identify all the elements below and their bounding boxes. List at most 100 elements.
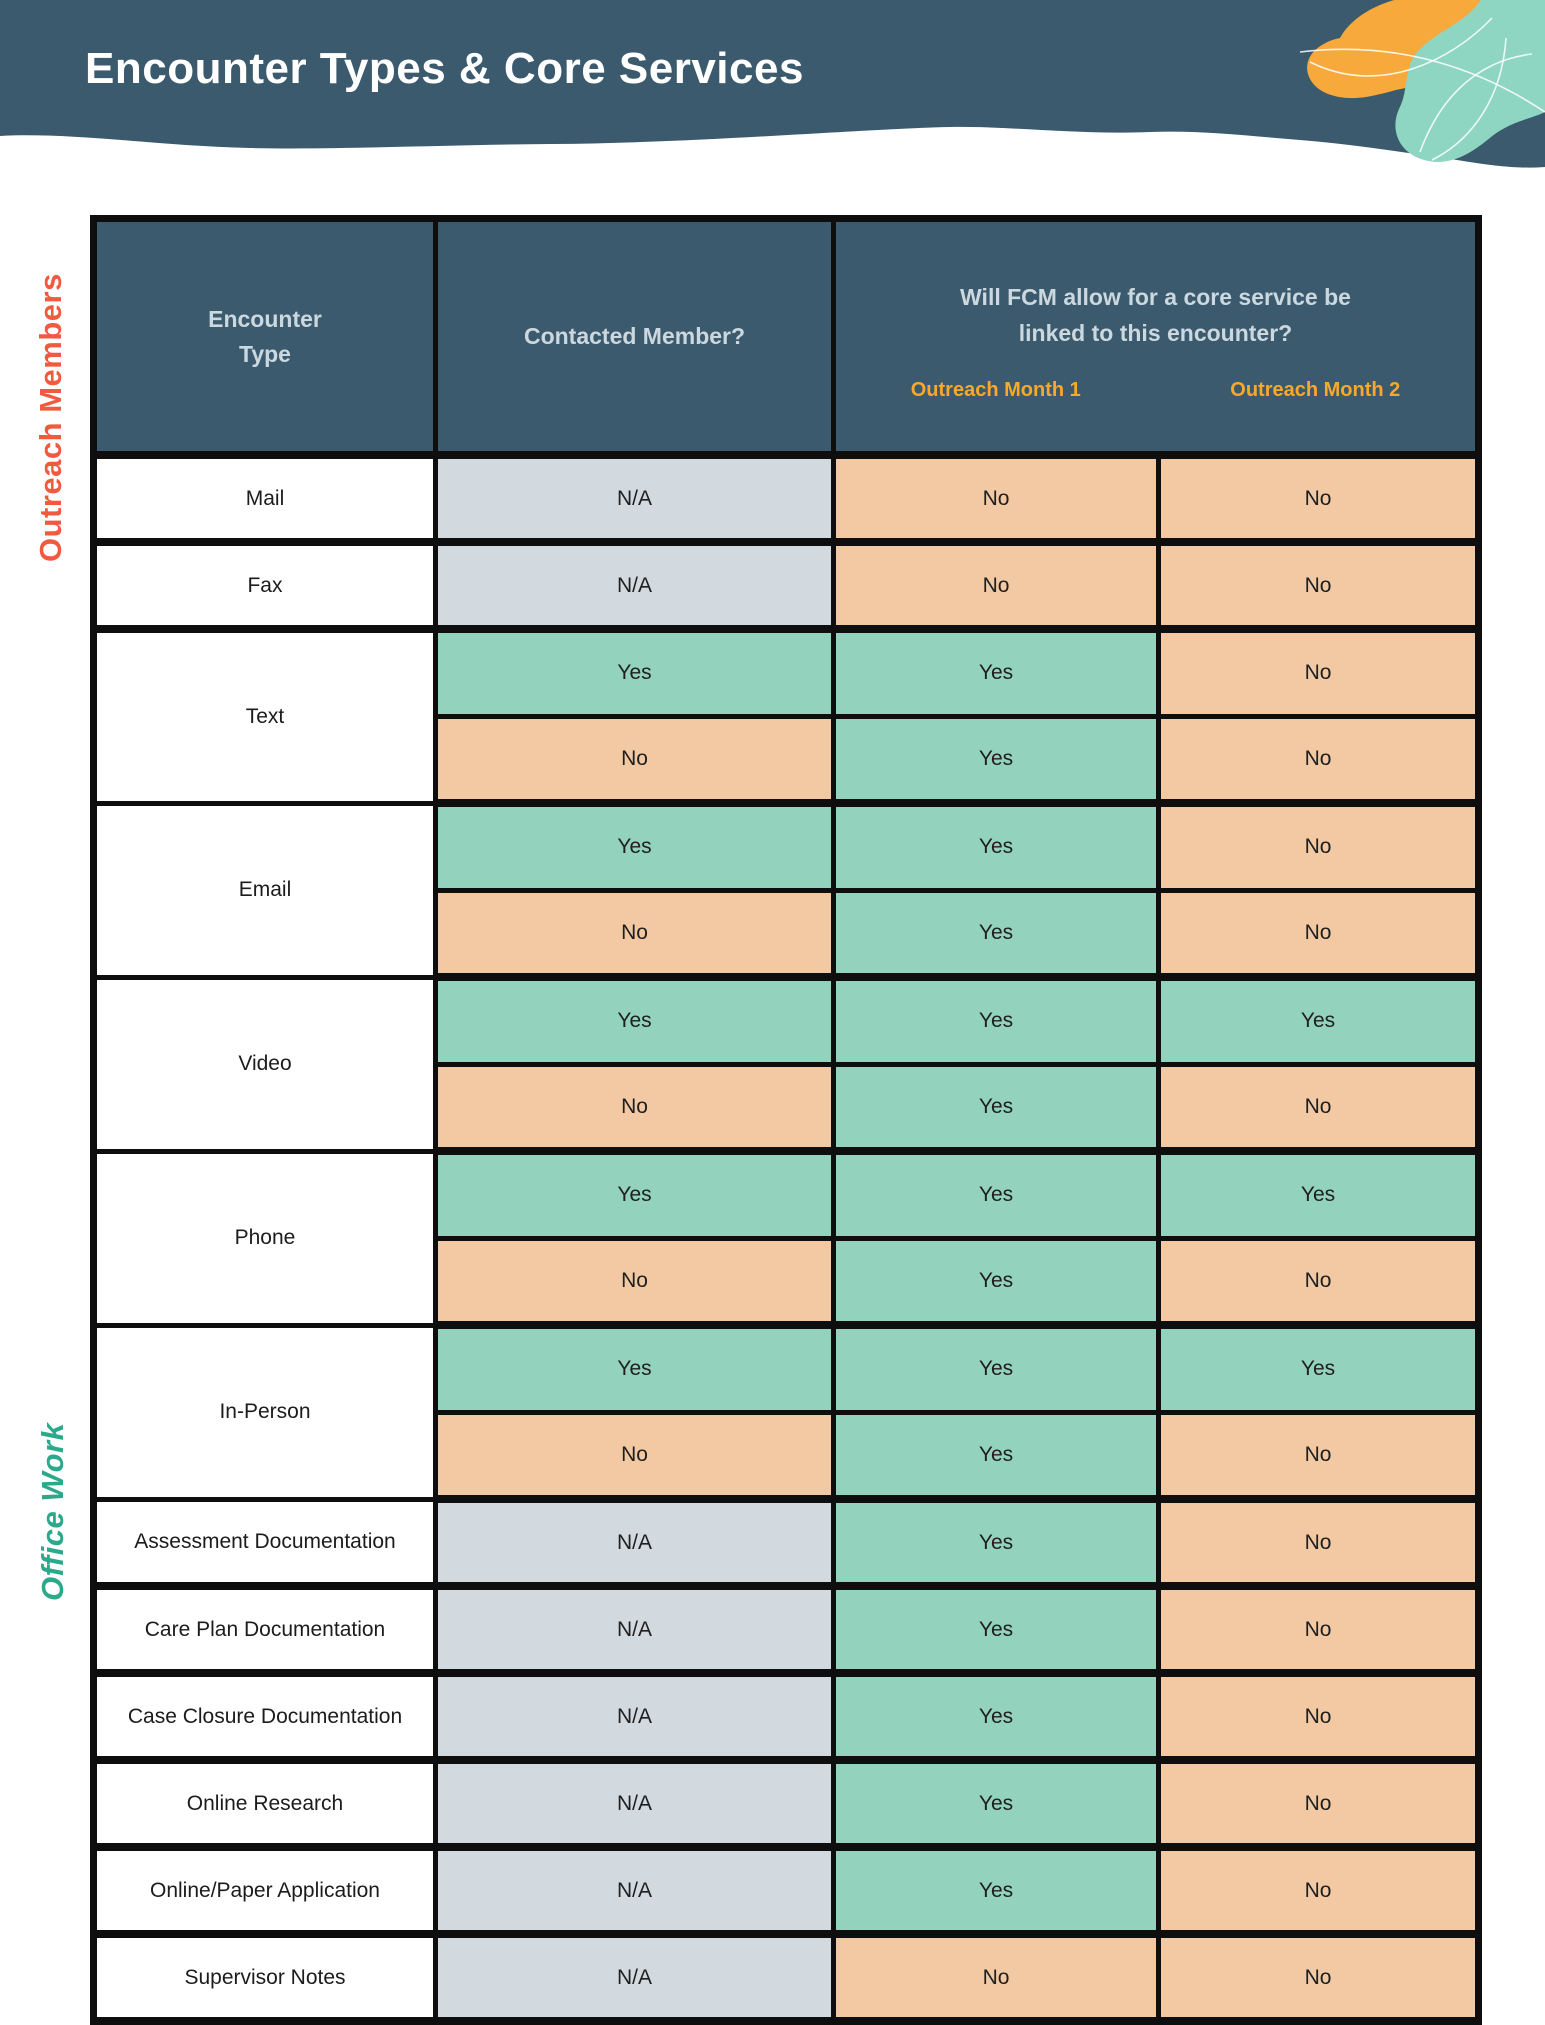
outreach-month-2-label: Outreach Month 2 xyxy=(1230,378,1401,401)
value-cell: No xyxy=(1155,1496,1482,1590)
encounter-type-cell: Care Plan Documentation xyxy=(91,1583,438,1677)
encounter-type-cell: Case Closure Documentation xyxy=(91,1670,438,1764)
core-service-header-inner: Will FCM allow for a core service be lin… xyxy=(836,257,1475,417)
core-service-header: Will FCM allow for a core service be lin… xyxy=(830,216,1482,459)
value-cell: Yes xyxy=(433,974,836,1067)
value-cell: Yes xyxy=(433,626,836,719)
value-cell: No xyxy=(1155,1583,1482,1677)
value-cell: Yes xyxy=(831,1409,1161,1503)
table-row: Online Research N/A Yes No xyxy=(91,1757,1482,1851)
table-row: Email Yes Yes No xyxy=(91,800,1482,980)
value-cell: Yes xyxy=(1155,1148,1482,1241)
table-row: Care Plan Documentation N/A Yes No xyxy=(91,1583,1482,1677)
value-cell: Yes xyxy=(831,1322,1161,1415)
value-cell: Yes xyxy=(831,1757,1161,1851)
value-cell: Yes xyxy=(831,1844,1161,1938)
contacted-member-header: Contacted Member? xyxy=(433,216,836,459)
decorative-line xyxy=(1419,53,1533,153)
encounter-type-cell: Phone xyxy=(91,1148,438,1328)
value-cell: Yes xyxy=(1155,974,1482,1067)
value-cell: No xyxy=(1155,713,1482,807)
value-cell: No xyxy=(1155,1235,1482,1329)
page-title: Encounter Types & Core Services xyxy=(85,44,804,93)
value-cell: Yes xyxy=(831,713,1161,807)
encounter-type-cell: Video xyxy=(91,974,438,1154)
value-cell: N/A xyxy=(433,1670,836,1764)
table-row: No Yes No xyxy=(94,1061,1482,1155)
value-cell: N/A xyxy=(433,1757,836,1851)
value-cell: No xyxy=(1155,626,1482,719)
value-cell: No xyxy=(1155,800,1482,893)
value-cell: No xyxy=(1155,1061,1482,1155)
encounter-type-cell: Online Research xyxy=(91,1757,438,1851)
table-row: Online/Paper Application N/A Yes No xyxy=(91,1844,1482,1938)
value-cell: Yes xyxy=(831,1496,1161,1590)
value-cell: Yes xyxy=(831,974,1161,1067)
encounter-type-cell: Text xyxy=(91,626,438,806)
table-row: Case Closure Documentation N/A Yes No xyxy=(91,1670,1482,1764)
table-row: Assessment Documentation N/A Yes No xyxy=(91,1496,1482,1590)
value-cell: No xyxy=(831,1931,1161,2025)
table-row: No Yes No xyxy=(94,1235,1482,1329)
encounter-type-cell: Assessment Documentation xyxy=(91,1496,438,1590)
value-cell: No xyxy=(1155,1757,1482,1851)
value-cell: Yes xyxy=(831,1670,1161,1764)
value-cell: Yes xyxy=(433,1322,836,1415)
value-cell: No xyxy=(433,1061,836,1155)
encounter-type-cell: Mail xyxy=(91,452,438,546)
table-row: Mail N/A No No xyxy=(91,452,1482,546)
encounter-type-header: Encounter Type xyxy=(91,216,438,459)
table-row: Video Yes Yes Yes xyxy=(91,974,1482,1154)
value-cell: No xyxy=(1155,1844,1482,1938)
table-row: Fax N/A No No xyxy=(91,539,1482,633)
encounter-table-wrapper: Encounter Type Contacted Member? Will FC… xyxy=(90,215,1483,2025)
header-band xyxy=(0,0,1545,168)
encounter-type-cell: Supervisor Notes xyxy=(91,1931,438,2025)
encounter-type-cell: In-Person xyxy=(91,1322,438,1502)
value-cell: Yes xyxy=(831,1148,1161,1241)
outreach-month-1-label: Outreach Month 1 xyxy=(910,378,1081,401)
value-cell: N/A xyxy=(433,1844,836,1938)
value-cell: Yes xyxy=(831,1583,1161,1677)
value-cell: No xyxy=(433,887,836,981)
value-cell: No xyxy=(1155,1931,1482,2025)
table-row: Phone Yes Yes Yes xyxy=(91,1148,1482,1328)
table-row: No Yes No xyxy=(94,1409,1482,1503)
value-cell: No xyxy=(831,452,1161,546)
encounter-table: Encounter Type Contacted Member? Will FC… xyxy=(90,215,1483,2025)
value-cell: No xyxy=(1155,539,1482,633)
office-work-section-label: Office Work xyxy=(35,1422,70,1601)
value-cell: Yes xyxy=(1155,1322,1482,1415)
value-cell: No xyxy=(1155,1409,1482,1503)
decorative-line xyxy=(1431,37,1507,161)
value-cell: N/A xyxy=(433,1583,836,1677)
value-cell: No xyxy=(831,539,1161,633)
table-row: Text Yes Yes No xyxy=(91,626,1482,806)
table-body: Mail N/A No No Fax N/A No No Text Yes Yes No No Yes No… xyxy=(91,452,1482,2025)
outreach-members-section-label: Outreach Members xyxy=(33,273,68,562)
value-cell: Yes xyxy=(831,887,1161,981)
value-cell: No xyxy=(1155,1670,1482,1764)
table-row: No Yes No xyxy=(94,887,1482,981)
value-cell: No xyxy=(1155,452,1482,546)
table-header-row: Encounter Type Contacted Member? Will FC… xyxy=(91,216,1482,459)
encounter-type-cell: Online/Paper Application xyxy=(91,1844,438,1938)
decorative-line xyxy=(1309,17,1493,77)
encounter-type-cell: Email xyxy=(91,800,438,980)
value-cell: Yes xyxy=(433,800,836,893)
month-labels-row: Outreach Month 1 Outreach Month 2 xyxy=(836,375,1475,417)
value-cell: N/A xyxy=(433,452,836,546)
value-cell: No xyxy=(433,1235,836,1329)
value-cell: Yes xyxy=(831,1061,1161,1155)
value-cell: N/A xyxy=(433,1931,836,2025)
encounter-type-cell: Fax xyxy=(91,539,438,633)
table-row: No Yes No xyxy=(94,713,1482,807)
value-cell: No xyxy=(433,713,836,807)
table-row: Supervisor Notes N/A No No xyxy=(91,1931,1482,2025)
table-row: In-Person Yes Yes Yes xyxy=(91,1322,1482,1502)
value-cell: Yes xyxy=(831,1235,1161,1329)
core-service-question: Will FCM allow for a core service be lin… xyxy=(960,283,1351,346)
value-cell: Yes xyxy=(831,626,1161,719)
value-cell: N/A xyxy=(433,1496,836,1590)
